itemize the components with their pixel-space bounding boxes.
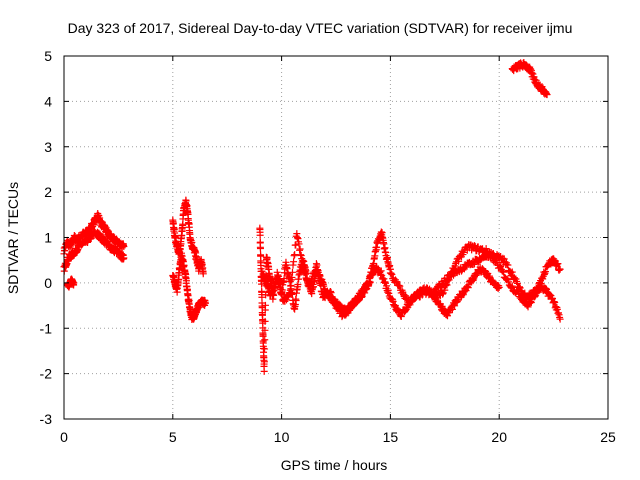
data-point [261, 336, 269, 344]
x-tick-label: 25 [600, 429, 616, 445]
y-axis-label: SDTVAR / TECUs [5, 182, 21, 294]
data-point [500, 268, 508, 276]
series-trace [169, 249, 209, 324]
data-point [495, 283, 503, 291]
y-tick-label: -3 [40, 411, 53, 427]
data-point [507, 283, 515, 291]
data-point [543, 91, 551, 99]
data-point [482, 245, 490, 253]
data-point [313, 261, 321, 269]
data-point [508, 268, 516, 276]
data-point [510, 274, 518, 282]
grid-lines [64, 56, 608, 419]
data-point [201, 299, 209, 307]
data-point [120, 254, 128, 262]
x-tick-label: 15 [383, 429, 399, 445]
series-trace [169, 196, 207, 278]
data-point [70, 279, 78, 287]
data-point [499, 267, 507, 275]
data-point [396, 282, 404, 290]
data-point [556, 315, 564, 323]
data-point [487, 252, 495, 260]
y-tick-label: 2 [44, 184, 52, 200]
data-point [261, 317, 269, 325]
data-point [536, 283, 544, 291]
data-point [291, 251, 299, 259]
data-point [366, 278, 374, 286]
data-point [256, 245, 264, 253]
y-tick-label: 1 [44, 230, 52, 246]
data-point [504, 275, 512, 283]
x-tick-label: 10 [274, 429, 290, 445]
data-point [505, 278, 513, 286]
chart-title: Day 323 of 2017, Sidereal Day-to-day VTE… [68, 20, 573, 36]
data-point [292, 297, 300, 305]
data-point [261, 345, 269, 353]
data-point [504, 261, 512, 269]
data-point [470, 260, 478, 268]
data-point [455, 257, 463, 265]
data-point [295, 240, 303, 248]
data-point [433, 286, 441, 294]
y-tick-label: 0 [44, 275, 52, 291]
y-tick-label: -1 [40, 320, 53, 336]
data-point [439, 290, 447, 298]
data-point [508, 282, 516, 290]
series-trace [508, 59, 551, 99]
data-point [516, 283, 524, 291]
x-axis-label: GPS time / hours [281, 457, 388, 473]
x-tick-label: 5 [169, 429, 177, 445]
data-point [387, 269, 395, 277]
y-tick-label: 5 [44, 48, 52, 64]
x-tick-label: 20 [491, 429, 507, 445]
data-point [288, 268, 296, 276]
data-point [450, 271, 458, 279]
data-point [514, 287, 522, 295]
data-point [418, 291, 426, 299]
data-point [199, 270, 207, 278]
data-point [261, 301, 269, 309]
data-point [256, 231, 264, 239]
data-points [60, 59, 564, 375]
y-tick-label: 3 [44, 139, 52, 155]
data-point [264, 282, 272, 290]
data-point [260, 367, 268, 375]
y-tick-label: 4 [44, 93, 52, 109]
data-point [441, 286, 449, 294]
data-point [120, 243, 128, 251]
data-point [393, 278, 401, 286]
data-point [499, 254, 507, 262]
data-point [462, 263, 470, 271]
data-point [261, 326, 269, 334]
x-tick-label: 0 [60, 429, 68, 445]
data-point [388, 271, 396, 279]
data-point [317, 281, 325, 289]
data-point [274, 274, 282, 282]
data-point [395, 282, 403, 290]
axis-ticks: 0 5 10 15 20 25 -3 -2 -1 0 1 2 3 4 5 [40, 48, 616, 445]
series-trace [430, 250, 564, 311]
data-point [287, 285, 295, 293]
series-trace [386, 241, 564, 323]
data-point [556, 265, 564, 273]
series-trace [63, 275, 78, 291]
data-point [260, 358, 268, 366]
series-trace [60, 209, 128, 258]
data-point [192, 249, 200, 257]
data-point [290, 258, 298, 266]
y-tick-label: -2 [40, 366, 53, 382]
